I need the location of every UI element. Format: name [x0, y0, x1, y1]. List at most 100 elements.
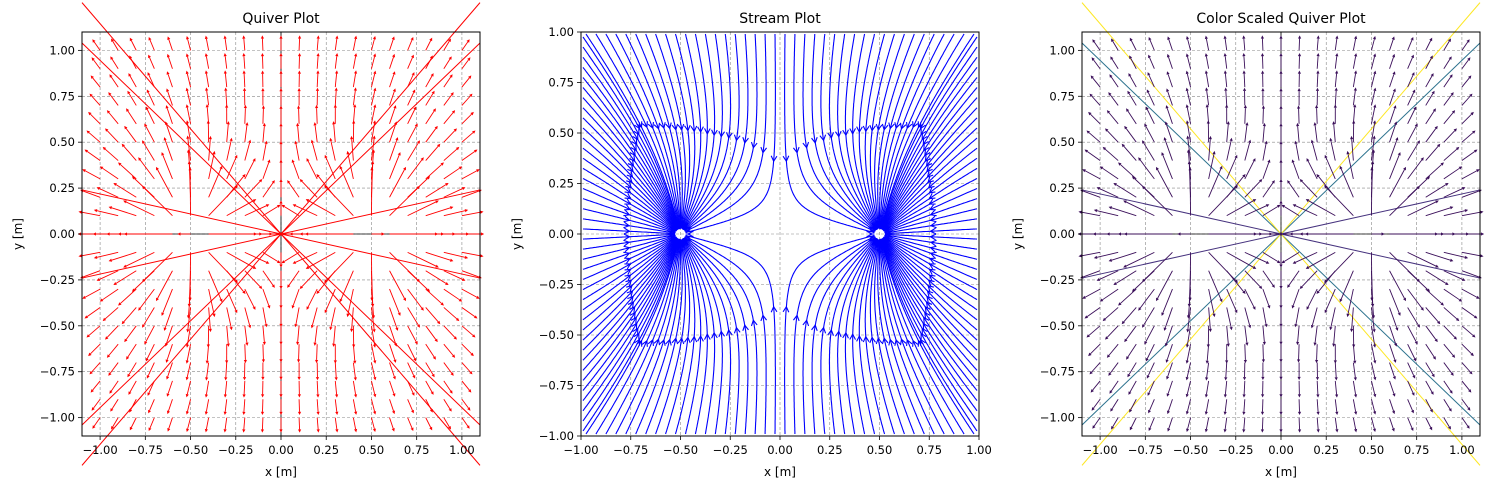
quiver-arrow	[1156, 166, 1173, 198]
quiver-arrow	[127, 362, 137, 378]
y-tick-label: 0.50	[1049, 135, 1075, 149]
quiver-arrow	[1161, 152, 1173, 180]
quiver-arrow	[1186, 307, 1191, 333]
quiver-arrow	[186, 35, 191, 51]
quiver-arrow	[226, 251, 257, 269]
quiver-arrow	[1443, 56, 1452, 69]
quiver-arrow	[1223, 380, 1228, 398]
quiver-arrow	[1461, 399, 1471, 411]
streamline-arrow	[623, 233, 631, 241]
quiver-arrow	[142, 252, 173, 283]
quiver-arrow	[1147, 380, 1155, 396]
quiver-arrow	[1167, 417, 1173, 432]
quiver-arrow	[1242, 35, 1246, 51]
quiver-arrow	[299, 179, 318, 198]
streamline-arrow	[782, 155, 790, 163]
quiver-arrow	[1208, 270, 1223, 303]
quiver-arrow	[156, 166, 173, 198]
quiver-arrow	[1145, 343, 1155, 362]
quiver-arrow	[204, 380, 210, 398]
quiver-arrow	[1261, 105, 1266, 124]
quiver-arrow	[1306, 158, 1318, 180]
quiver-arrow	[1297, 380, 1301, 398]
streamline-arrow	[929, 233, 937, 241]
quiver-arrow	[1086, 130, 1101, 143]
quiver-arrow	[92, 417, 101, 429]
streamline-arrow	[686, 230, 694, 238]
y-tick-label: 0.00	[548, 227, 574, 241]
quiver-arrow	[461, 210, 484, 217]
quiver-arrow	[371, 120, 377, 143]
quiver-arrow	[279, 200, 283, 216]
quiver-arrow	[1297, 399, 1302, 416]
quiver-arrow	[1352, 380, 1358, 398]
quiver-arrow	[1242, 52, 1246, 69]
y-tick-label: 0.75	[49, 89, 75, 103]
streamline-arrow	[630, 144, 637, 152]
streamline-arrow	[686, 235, 694, 242]
x-tick-label: 0.25	[1313, 443, 1339, 457]
panel-stream-title: Stream Plot	[739, 11, 821, 27]
quiver-arrow	[279, 252, 283, 268]
quiver-arrow	[185, 120, 191, 143]
quiver-arrow	[1324, 288, 1336, 314]
quiver-arrow	[1407, 325, 1418, 345]
quiver-arrow	[1260, 52, 1265, 69]
quiver-arrow	[1142, 185, 1173, 216]
quiver-arrow	[223, 417, 228, 433]
quiver-arrow	[443, 92, 454, 106]
quiver-arrow	[1138, 157, 1155, 180]
quiver-arrow	[1279, 52, 1283, 69]
quiver-arrow	[1166, 399, 1173, 415]
quiver-arrow	[279, 178, 283, 198]
quiver-arrow	[243, 104, 247, 124]
quiver-arrow	[1297, 87, 1301, 106]
streamline-arrow	[802, 141, 810, 149]
streamline-arrow	[819, 134, 827, 142]
quiver-arrow	[92, 39, 101, 51]
streamline-arrow	[631, 322, 638, 330]
quiver-arrow	[82, 288, 101, 299]
quiver-arrow	[1313, 122, 1318, 143]
quiver-arrow	[1089, 93, 1101, 106]
quiver-arrow	[1352, 362, 1357, 381]
quiver-arrow	[407, 36, 414, 51]
x-tick-label: 1.00	[966, 443, 992, 457]
streamline-arrow	[690, 125, 698, 133]
quiver-arrow	[1123, 200, 1155, 217]
quiver-arrow	[1244, 158, 1256, 180]
quiver-arrow	[1371, 70, 1377, 88]
x-tick-label: −0.75	[1128, 443, 1163, 457]
quiver-arrow	[262, 251, 281, 264]
quiver-arrow	[407, 325, 418, 345]
quiver-arrow	[108, 92, 119, 106]
streamline-arrow	[770, 305, 778, 313]
quiver-arrow	[166, 380, 173, 397]
y-tick-label: 0.25	[49, 181, 75, 195]
quiver-arrow	[108, 206, 137, 217]
streamline-arrow	[899, 122, 907, 130]
y-tick-label: 0.25	[1049, 181, 1075, 195]
quiver-arrow	[1389, 71, 1396, 88]
streamline-arrow	[641, 121, 648, 129]
quiver-arrow	[109, 74, 119, 88]
quiver-arrow	[1260, 417, 1265, 433]
streamline-arrow	[866, 235, 874, 242]
quiver-arrow	[1315, 104, 1319, 124]
panel-color-quiver-frame	[1081, 31, 1481, 437]
quiver-arrow	[177, 232, 191, 236]
quiver-arrow	[1185, 344, 1191, 364]
quiver-arrow	[1142, 307, 1155, 328]
quiver-arrow	[89, 362, 101, 375]
streamline-arrow	[623, 251, 631, 259]
streamline-arrow	[921, 133, 928, 141]
quiver-arrow	[443, 399, 452, 412]
quiver-arrow	[1226, 173, 1246, 198]
quiver-arrow	[1111, 38, 1119, 51]
streamline-arrow	[881, 123, 889, 131]
quiver-arrow	[1461, 380, 1472, 393]
quiver-arrow	[1350, 135, 1354, 161]
quiver-arrow	[297, 399, 302, 416]
quiver-arrow	[1078, 210, 1101, 217]
quiver-arrow	[1261, 344, 1266, 363]
